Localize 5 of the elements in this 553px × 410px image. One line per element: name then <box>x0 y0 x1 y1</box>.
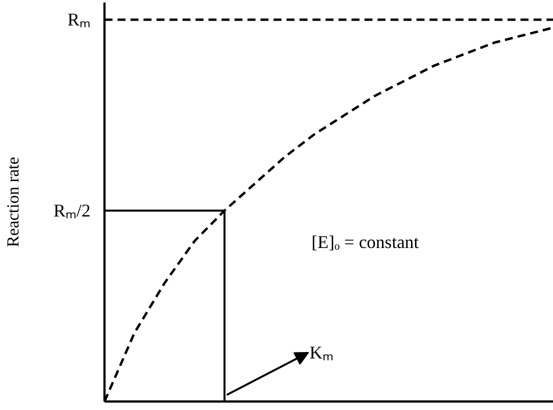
ref-line-label: Rₘ/2 <box>53 200 91 221</box>
annotation: Kₘ <box>310 342 334 362</box>
annotation: [E]ₒ = constant <box>312 232 419 252</box>
y-axis-title: Reaction rate <box>3 156 22 248</box>
series-label: Rₘ <box>67 10 91 30</box>
